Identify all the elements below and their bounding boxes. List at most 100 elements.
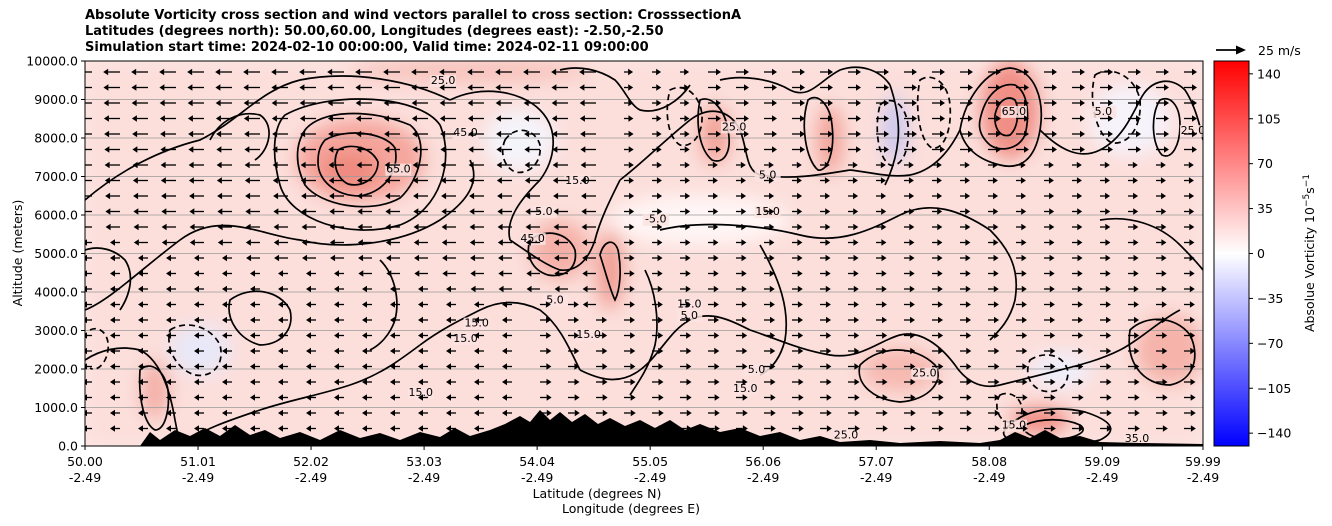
- wind-arrow: [988, 130, 1001, 138]
- quiver-key-label: 25 m/s: [1258, 43, 1301, 58]
- wind-arrow: [334, 270, 344, 277]
- wind-arrow: [1156, 394, 1168, 401]
- wind-arrow: [988, 161, 998, 169]
- colorbar-tick-label: −105: [1257, 381, 1291, 396]
- wind-arrow: [596, 316, 608, 324]
- wind-arrow: [412, 161, 428, 169]
- wind-arrow: [161, 223, 176, 231]
- wind-arrow: [624, 130, 634, 138]
- wind-arrow: [652, 254, 663, 262]
- wind-arrow: [278, 425, 288, 432]
- wind-arrow: [413, 223, 428, 231]
- wind-arrow: [932, 99, 945, 107]
- wind-arrow: [1016, 68, 1029, 76]
- wind-arrow: [383, 68, 400, 76]
- wind-arrow: [166, 394, 176, 401]
- wind-arrow: [904, 177, 914, 184]
- wind-arrow: [1072, 146, 1085, 153]
- wind-arrow: [306, 347, 316, 355]
- x-tick-label-lat: 59.09: [1084, 454, 1120, 469]
- wind-arrow: [496, 161, 512, 169]
- wind-arrow: [138, 270, 148, 277]
- wind-arrow: [495, 68, 512, 76]
- wind-arrow: [736, 177, 746, 184]
- wind-arrow: [1100, 130, 1113, 138]
- wind-arrow: [988, 363, 1000, 370]
- x-tick-label-lat: 53.03: [406, 454, 442, 469]
- wind-arrow: [848, 425, 860, 432]
- wind-arrow: [1016, 146, 1029, 153]
- wind-arrow: [390, 409, 400, 417]
- wind-arrow: [1016, 84, 1029, 91]
- wind-arrow: [1128, 177, 1138, 184]
- wind-arrow: [568, 378, 580, 386]
- wind-arrow: [1156, 363, 1168, 370]
- wind-arrow: [222, 378, 232, 386]
- wind-arrow: [1156, 84, 1169, 91]
- wind-arrow: [792, 130, 805, 138]
- wind-arrow: [568, 332, 580, 339]
- wind-arrow: [848, 161, 858, 169]
- wind-arrow: [383, 99, 400, 107]
- wind-arrow: [245, 239, 260, 246]
- wind-arrow: [960, 301, 971, 308]
- wind-arrow: [187, 115, 204, 122]
- wind-arrow: [540, 378, 552, 386]
- wind-arrow: [552, 130, 568, 138]
- wind-arrow: [188, 146, 204, 153]
- wind-arrow: [474, 363, 484, 370]
- wind-arrow: [568, 409, 580, 417]
- wind-arrow: [390, 363, 400, 370]
- wind-arrow: [680, 394, 692, 401]
- wind-arrow: [166, 254, 176, 262]
- wind-arrow: [85, 164, 92, 166]
- wind-arrow: [736, 347, 748, 355]
- wind-arrow: [1156, 347, 1168, 355]
- wind-arrow: [272, 177, 288, 184]
- wind-arrow: [138, 363, 148, 370]
- wind-arrow: [904, 347, 916, 355]
- x-tick-label-lat: 57.07: [858, 454, 894, 469]
- wind-arrow: [105, 192, 120, 200]
- wind-arrow: [1072, 68, 1085, 76]
- wind-arrow: [306, 316, 316, 324]
- wind-arrow: [1072, 316, 1084, 324]
- wind-arrow: [932, 115, 945, 122]
- wind-arrow: [188, 161, 204, 169]
- wind-arrow: [166, 363, 176, 370]
- wind-arrow: [362, 301, 372, 308]
- wind-arrow: [624, 192, 635, 200]
- wind-arrow: [243, 99, 260, 107]
- wind-arrow: [876, 347, 888, 355]
- wind-arrow: [498, 270, 512, 277]
- wind-arrow: [467, 115, 484, 122]
- wind-arrow: [273, 192, 288, 200]
- x-axis-label: Latitude (degrees N): [533, 486, 662, 501]
- wind-arrow: [1184, 130, 1197, 138]
- wind-arrow: [764, 177, 774, 184]
- wind-arrow: [440, 130, 456, 138]
- wind-arrow: [904, 409, 916, 417]
- wind-arrow: [362, 332, 372, 339]
- wind-arrow: [523, 68, 540, 76]
- wind-arrow: [1128, 68, 1141, 76]
- wind-arrow: [166, 301, 176, 308]
- wind-arrow: [708, 99, 721, 107]
- wind-arrow: [502, 316, 512, 324]
- wind-arrow: [820, 378, 832, 386]
- wind-arrow: [552, 146, 568, 153]
- wind-arrow: [496, 130, 512, 138]
- wind-arrow: [474, 301, 484, 308]
- wind-arrow: [820, 177, 830, 184]
- wind-arrow: [764, 84, 777, 91]
- wind-arrow: [1156, 332, 1168, 339]
- wind-arrow: [300, 177, 316, 184]
- wind-arrow: [904, 84, 917, 91]
- wind-arrow: [357, 223, 372, 231]
- wind-arrow: [194, 347, 204, 355]
- contour-label-bg: [452, 333, 479, 346]
- wind-arrow: [764, 115, 777, 122]
- wind-arrow: [932, 208, 943, 215]
- wind-arrow: [355, 84, 372, 91]
- wind-arrow: [357, 192, 372, 200]
